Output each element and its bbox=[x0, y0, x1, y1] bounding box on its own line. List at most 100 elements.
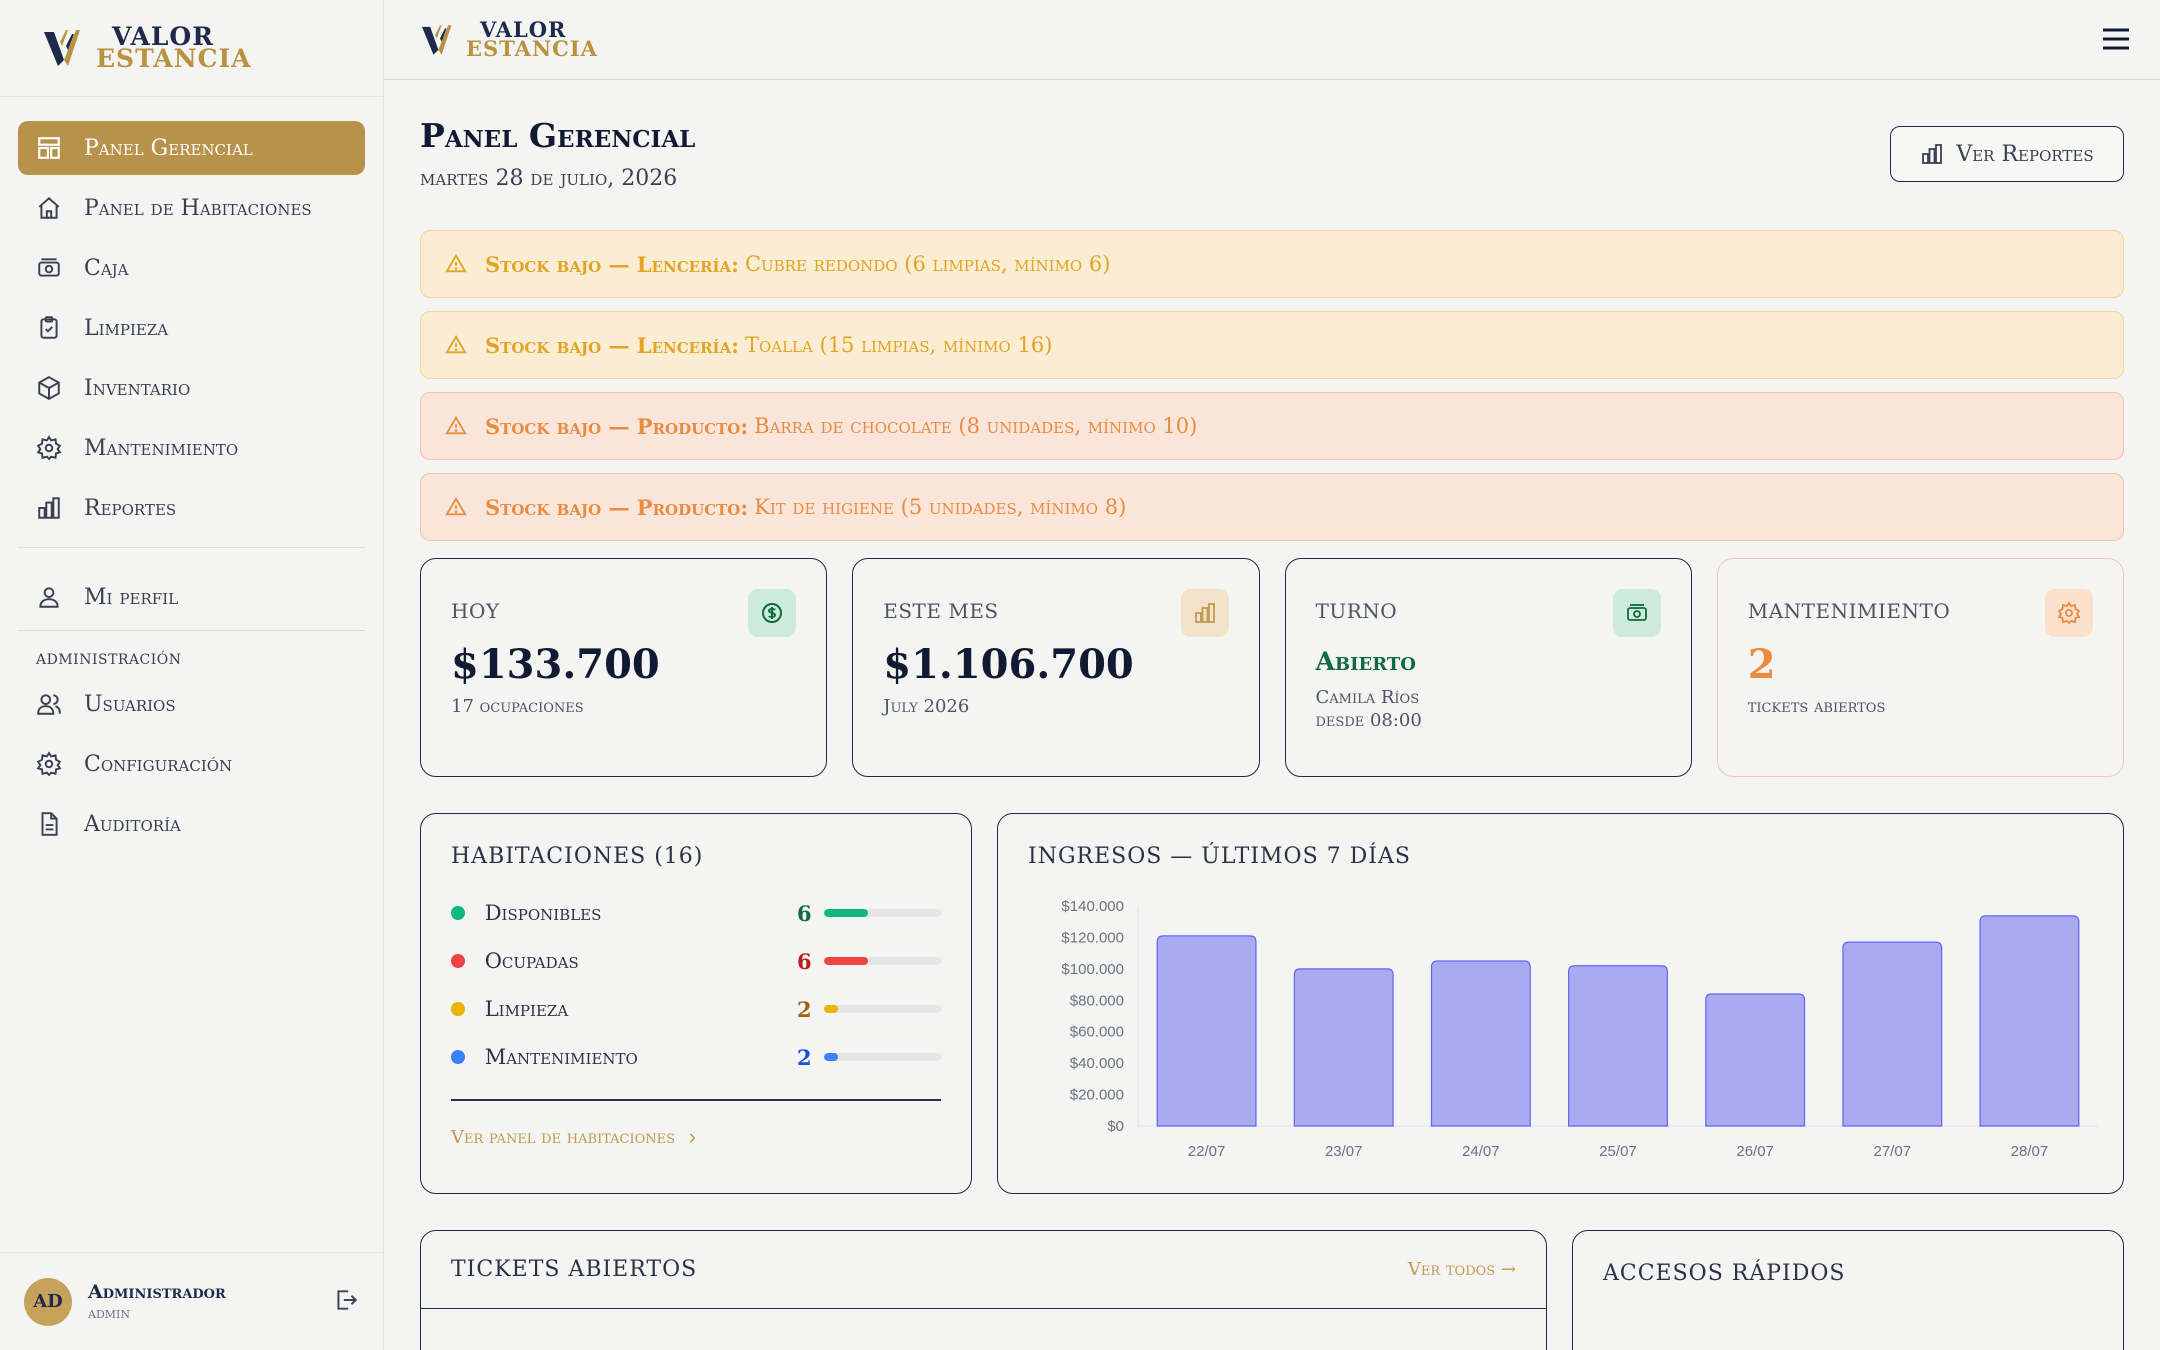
tickets-title: TICKETS ABIERTOS bbox=[451, 1257, 698, 1282]
income-bar[interactable] bbox=[1842, 941, 1943, 1127]
alert-title: Stock bajo — Producto: bbox=[485, 494, 749, 520]
view-reports-label: Ver Reportes bbox=[1956, 141, 2094, 167]
rooms-card: HABITACIONES (16) Disponibles 6 Ocupadas 6 L… bbox=[420, 813, 972, 1194]
stat-card-today: HOY $133.700 17 ocupaciones bbox=[420, 558, 828, 777]
status-dot bbox=[451, 954, 465, 968]
brand-line-1: VALOR bbox=[480, 16, 567, 42]
stat-label: MANTENIMIENTO bbox=[1747, 599, 1951, 623]
gear-icon bbox=[36, 751, 62, 777]
avatar[interactable]: AD bbox=[24, 1277, 72, 1326]
stat-card-month: ESTE MES $1.106.700 July 2026 bbox=[852, 558, 1260, 777]
brand-v-icon bbox=[44, 30, 80, 66]
x-tick-label: 28/07 bbox=[2011, 1143, 2049, 1160]
sidebar-item-label: Auditoría bbox=[84, 811, 181, 837]
chevron-right-icon bbox=[689, 1132, 696, 1143]
sidebar-item-limpieza[interactable]: Limpieza bbox=[18, 301, 365, 355]
y-tick-label: $40.000 bbox=[1070, 1055, 1124, 1072]
room-status-label: Limpieza bbox=[484, 997, 569, 1021]
sidebar-item-mantenimiento[interactable]: Mantenimiento bbox=[18, 421, 365, 475]
stat-sub: tickets abiertos bbox=[1747, 696, 1886, 717]
sidebar-item-label: Mantenimiento bbox=[84, 435, 239, 461]
room-status-bar bbox=[823, 957, 941, 965]
stat-card-shift: TURNO Abierto Camila Ríos desde 08:00 bbox=[1284, 558, 1692, 777]
sidebar-item-label: Panel de Habitaciones bbox=[84, 195, 312, 221]
sidebar-item-inventario[interactable]: Inventario bbox=[18, 361, 365, 415]
gear-icon bbox=[2045, 589, 2093, 637]
brand-logo[interactable]: VALOR ESTANCIA bbox=[42, 21, 252, 71]
alert-title: Stock bajo — Lencería: bbox=[485, 251, 739, 277]
tickets-card: TICKETS ABIERTOS Ver todos → bbox=[420, 1230, 1547, 1350]
income-bar[interactable] bbox=[1430, 960, 1531, 1127]
stat-sub: July 2026 bbox=[883, 696, 970, 717]
sidebar-logo[interactable]: VALOR ESTANCIA bbox=[0, 0, 383, 97]
room-status-bar-fill bbox=[823, 957, 868, 965]
home-icon bbox=[38, 196, 60, 219]
income-bar[interactable] bbox=[1293, 968, 1394, 1127]
sidebar-item-label: Mi perfil bbox=[84, 584, 179, 610]
income-title: INGRESOS — ÚLTIMOS 7 DÍAS bbox=[1028, 844, 1411, 869]
income-bar-chart: $0 $20.000 $40.000 $60.000 $80.000 $100.000 $1… bbox=[1061, 898, 2098, 1160]
sidebar-item-caja[interactable]: Caja bbox=[18, 241, 365, 295]
x-tick-label: 24/07 bbox=[1462, 1143, 1500, 1160]
quick-access-title: ACCESOS RÁPIDOS bbox=[1603, 1261, 1846, 1286]
x-tick-label: 23/07 bbox=[1325, 1143, 1363, 1160]
sidebar-item-panel-habitaciones[interactable]: Panel de Habitaciones bbox=[18, 181, 365, 235]
dollar-icon bbox=[748, 589, 797, 637]
sidebar-item-reportes[interactable]: Reportes bbox=[18, 481, 365, 535]
room-status-count: 2 bbox=[796, 1044, 812, 1070]
warning-icon bbox=[445, 496, 467, 516]
sidebar-item-panel-gerencial[interactable]: Panel Gerencial bbox=[18, 121, 365, 175]
status-dot bbox=[451, 1002, 465, 1016]
y-tick-label: $120.000 bbox=[1061, 929, 1124, 946]
warning-icon bbox=[445, 253, 467, 273]
logout-icon[interactable] bbox=[333, 1287, 359, 1313]
sidebar-item-usuarios[interactable]: Usuarios bbox=[18, 677, 365, 731]
user-icon bbox=[39, 587, 59, 608]
y-tick-label: $0 bbox=[1107, 1118, 1124, 1135]
room-status-count: 6 bbox=[796, 900, 812, 926]
x-tick-label: 22/07 bbox=[1188, 1143, 1226, 1160]
room-status-row: Disponibles 6 bbox=[451, 889, 941, 937]
quick-access-card: ACCESOS RÁPIDOS bbox=[1572, 1230, 2124, 1350]
shift-status: Abierto bbox=[1315, 647, 1416, 676]
main-content: Panel Gerencial martes 28 de julio, 2026… bbox=[420, 80, 2124, 1350]
sidebar-item-label: Caja bbox=[84, 255, 129, 281]
sidebar-user: AD Administrador admin bbox=[0, 1252, 383, 1350]
sidebar-item-configuracion[interactable]: Configuración bbox=[18, 737, 365, 791]
stat-value: 2 bbox=[1747, 641, 1776, 688]
sidebar-item-label: Usuarios bbox=[84, 691, 176, 717]
topbar-logo[interactable]: VALOR ESTANCIA bbox=[420, 16, 598, 58]
cash-icon bbox=[38, 258, 60, 277]
room-status-row: Limpieza 2 bbox=[451, 985, 941, 1033]
income-bar[interactable] bbox=[1156, 935, 1257, 1127]
room-status-count: 6 bbox=[796, 948, 812, 974]
sidebar-item-auditoria[interactable]: Auditoría bbox=[18, 797, 365, 851]
room-status-label: Mantenimiento bbox=[484, 1045, 638, 1069]
stock-alert: Stock bajo — Lencería: Cubre redondo (6 … bbox=[420, 230, 2124, 298]
income-bar[interactable] bbox=[1705, 993, 1806, 1127]
x-tick-label: 25/07 bbox=[1599, 1143, 1637, 1160]
hamburger-menu-icon[interactable] bbox=[2100, 24, 2132, 54]
view-reports-button[interactable]: Ver Reportes bbox=[1890, 126, 2124, 182]
stat-value: $133.700 bbox=[451, 641, 660, 688]
see-all-tickets-link[interactable]: Ver todos → bbox=[1407, 1259, 1516, 1280]
sidebar-item-label: Inventario bbox=[84, 375, 191, 401]
room-status-row: Ocupadas 6 bbox=[451, 937, 941, 985]
shift-person: Camila Ríos bbox=[1315, 687, 1420, 708]
income-bar[interactable] bbox=[1979, 915, 2080, 1127]
sidebar: VALOR ESTANCIA Panel Gerencial Panel de … bbox=[0, 0, 384, 1350]
room-status-bar-fill bbox=[823, 1053, 839, 1061]
stat-cards: HOY $133.700 17 ocupaciones ESTE MES $1.… bbox=[420, 558, 2124, 777]
brand-line-1: VALOR bbox=[112, 21, 214, 51]
stat-value: $1.106.700 bbox=[883, 641, 1134, 688]
income-bar[interactable] bbox=[1568, 965, 1668, 1127]
sidebar-item-mi-perfil[interactable]: Mi perfil bbox=[18, 570, 365, 624]
shift-since: desde 08:00 bbox=[1315, 710, 1422, 732]
room-status-bar-fill bbox=[823, 909, 868, 917]
alert-text: Cubre redondo (6 limpias, mínimo 6) bbox=[744, 252, 1111, 276]
stat-label: TURNO bbox=[1315, 599, 1398, 623]
bar-chart-icon bbox=[1180, 589, 1229, 637]
rooms-panel-link[interactable]: Ver panel de habitaciones bbox=[451, 1127, 941, 1148]
stat-label: ESTE MES bbox=[883, 599, 999, 623]
x-tick-label: 26/07 bbox=[1736, 1143, 1774, 1160]
